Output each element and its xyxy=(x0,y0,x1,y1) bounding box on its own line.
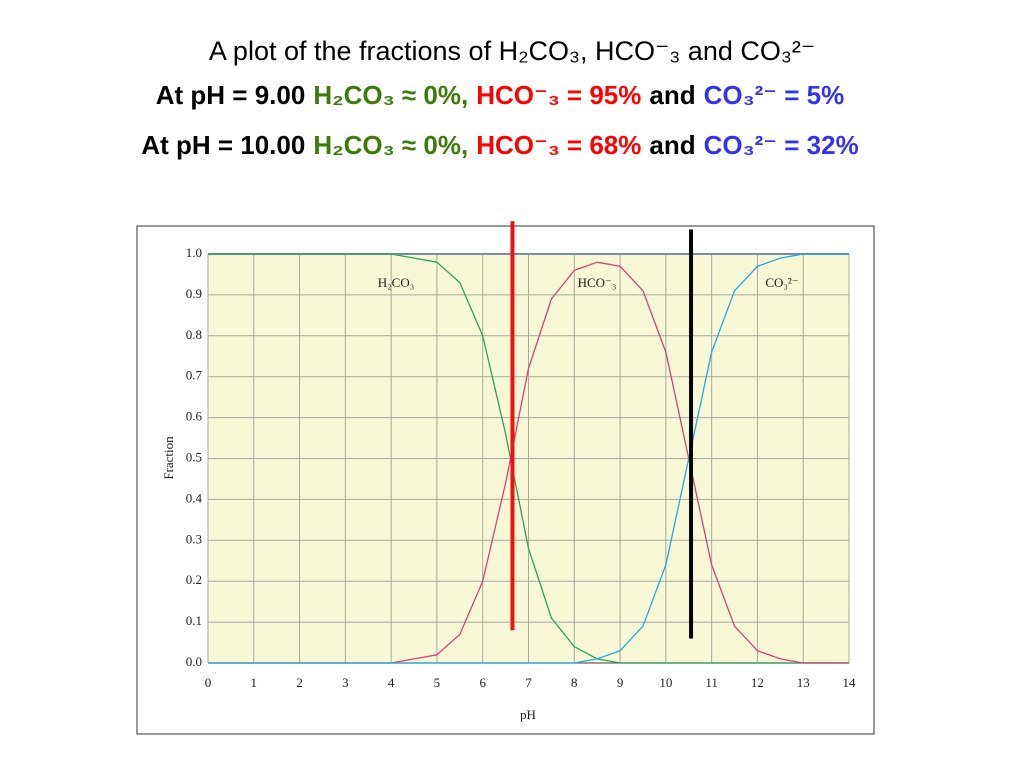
series-label: H₂CO₃ xyxy=(378,275,415,290)
x-tick-label: 2 xyxy=(296,675,303,690)
y-tick-label: 0.9 xyxy=(186,286,202,301)
x-tick-label: 14 xyxy=(843,675,857,690)
x-tick-label: 11 xyxy=(705,675,718,690)
text-part: At pH = 9.00 xyxy=(155,80,306,110)
y-tick-label: 0.6 xyxy=(186,409,203,424)
x-tick-label: 10 xyxy=(659,675,672,690)
series-line xyxy=(208,253,849,664)
y-tick-label: 0.2 xyxy=(186,572,202,587)
series-label: HCO⁻₃ xyxy=(578,275,617,290)
result-line: At pH = 9.00 H₂CO₃ ≈ 0%, HCO⁻₃ = 95% and CO₃… xyxy=(0,80,1000,111)
x-tick-label: 4 xyxy=(388,675,395,690)
series-label: CO₃²⁻ xyxy=(765,275,798,290)
x-tick-label: 7 xyxy=(525,675,532,690)
slide-title: A plot of the fractions of H₂CO₃, HCO⁻₃ … xyxy=(208,36,816,66)
x-tick-label: 13 xyxy=(797,675,810,690)
text-part: HCO⁻₃ = 68% xyxy=(476,130,642,160)
x-axis-label: pH xyxy=(520,707,536,722)
result-line: At pH = 10.00 H₂CO₃ ≈ 0%, HCO⁻₃ = 68% and CO… xyxy=(0,130,1000,161)
x-tick-label: 12 xyxy=(751,675,764,690)
text-part: and xyxy=(649,80,696,110)
x-tick-label: 1 xyxy=(251,675,258,690)
y-tick-label: 1.0 xyxy=(186,245,202,260)
x-tick-label: 9 xyxy=(617,675,624,690)
x-tick-label: 8 xyxy=(571,675,578,690)
text-part: HCO⁻₃ = 95% xyxy=(476,80,642,110)
y-tick-label: 0.0 xyxy=(186,654,202,669)
series-line xyxy=(208,253,849,664)
y-tick-label: 0.4 xyxy=(186,490,203,505)
text-part: H₂CO₃ ≈ 0%, xyxy=(313,80,469,110)
x-tick-label: 3 xyxy=(342,675,349,690)
y-tick-label: 0.3 xyxy=(186,531,202,546)
x-tick-label: 6 xyxy=(479,675,486,690)
text-part: CO₃²⁻ = 5% xyxy=(703,80,845,110)
y-tick-label: 0.7 xyxy=(186,368,203,383)
x-tick-label: 0 xyxy=(205,675,212,690)
text-part: and xyxy=(649,130,696,160)
y-tick-label: 0.1 xyxy=(186,613,202,628)
text-part: H₂CO₃ ≈ 0%, xyxy=(313,130,469,160)
x-tick-label: 5 xyxy=(434,675,441,690)
text-part: CO₃²⁻ = 32% xyxy=(703,130,859,160)
text-part: At pH = 10.00 xyxy=(141,130,306,160)
y-axis-label: Fraction xyxy=(161,436,176,480)
y-tick-label: 0.8 xyxy=(186,327,202,342)
y-tick-label: 0.5 xyxy=(186,449,202,464)
